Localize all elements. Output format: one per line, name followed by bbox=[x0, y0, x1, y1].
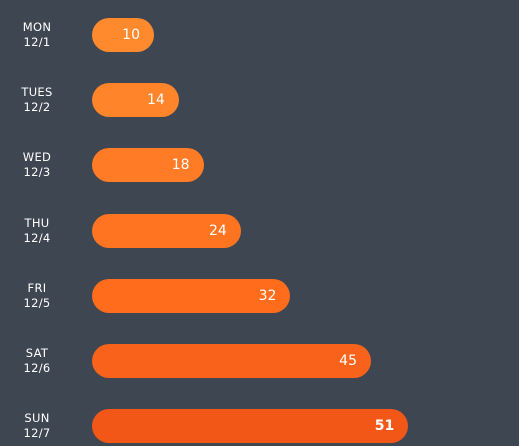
day-label: SAT bbox=[25, 346, 49, 360]
bar-value-label: 51 bbox=[374, 418, 395, 435]
category-label: SAT 12/6 bbox=[0, 346, 74, 376]
day-label: WED bbox=[22, 150, 52, 165]
day-label: TUES bbox=[21, 85, 53, 100]
bar: 24 bbox=[92, 213, 241, 248]
bar-value-label: 10 bbox=[122, 27, 140, 43]
category-label: SUN 12/7 bbox=[0, 411, 74, 441]
bar-value-label: 45 bbox=[339, 353, 357, 369]
date-label: 12/2 bbox=[23, 100, 51, 115]
bar: 18 bbox=[92, 148, 204, 183]
day-label: FRI bbox=[27, 280, 47, 295]
date-label: 12/7 bbox=[23, 426, 51, 441]
bar-value-label: 14 bbox=[146, 92, 165, 109]
bar: 14 bbox=[92, 83, 179, 118]
day-label: SUN bbox=[24, 411, 50, 426]
date-label: 12/1 bbox=[23, 35, 51, 49]
bar: 32 bbox=[92, 278, 291, 313]
category-label: MON 12/1 bbox=[0, 20, 74, 50]
category-label: THU 12/4 bbox=[0, 216, 74, 246]
day-label: THU bbox=[24, 215, 50, 230]
date-label: 12/3 bbox=[23, 165, 51, 180]
bar-value-label: 18 bbox=[171, 157, 190, 174]
day-label: MON bbox=[22, 20, 52, 34]
bar-value-label: 32 bbox=[258, 287, 277, 304]
date-label: 12/5 bbox=[23, 295, 51, 310]
bar: 10 bbox=[92, 18, 154, 52]
bar-value-label: 24 bbox=[208, 222, 227, 239]
bar: 45 bbox=[92, 344, 371, 378]
date-label: 12/6 bbox=[23, 361, 51, 375]
category-label: FRI 12/5 bbox=[0, 281, 74, 311]
date-label: 12/4 bbox=[23, 230, 51, 245]
category-label: WED 12/3 bbox=[0, 150, 74, 180]
category-label: TUES 12/2 bbox=[0, 85, 74, 115]
bar: 51 bbox=[92, 409, 409, 444]
